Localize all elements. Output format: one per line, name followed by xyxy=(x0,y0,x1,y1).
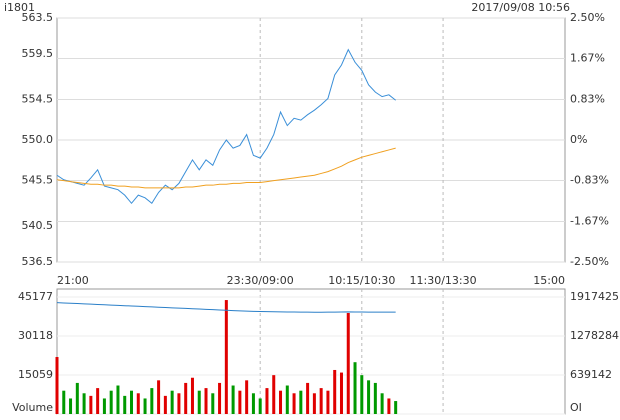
volume-bar xyxy=(285,385,289,414)
volume-bar xyxy=(123,395,127,414)
x-tick-label: 15:00 xyxy=(533,274,565,287)
price-line xyxy=(56,48,396,205)
y2-tick-label: 1.67% xyxy=(570,52,605,65)
y-tick-label: 15059 xyxy=(18,368,53,381)
volume-bar xyxy=(387,398,391,414)
y2-tick-label: 1917425 xyxy=(570,290,619,303)
y2-tick-label: 639142 xyxy=(570,368,612,381)
volume-bar xyxy=(380,393,384,414)
y-tick-label: 540.5 xyxy=(22,219,54,232)
datetime: 2017/09/08 10:56 xyxy=(471,1,570,14)
volume-bar xyxy=(251,393,255,414)
volume-bar xyxy=(292,393,296,414)
x-tick-label: 11:30/13:30 xyxy=(410,274,477,287)
volume-bar xyxy=(394,401,398,414)
volume-bar xyxy=(333,369,337,414)
volume-bar xyxy=(306,382,310,414)
y2-tick-label: -1.67% xyxy=(570,214,609,227)
y-tick-label: 559.5 xyxy=(22,47,54,60)
volume-bar xyxy=(346,312,350,414)
volume-bar xyxy=(353,362,357,414)
volume-bar xyxy=(150,388,154,414)
y2-tick-label: -0.83% xyxy=(570,174,609,187)
y-tick-label: 30118 xyxy=(18,329,53,342)
volume-bar xyxy=(130,390,134,414)
volume-bar xyxy=(82,393,86,414)
volume-bar xyxy=(102,398,106,414)
volume-bar xyxy=(197,390,201,414)
volume-bar xyxy=(360,375,364,414)
volume-bar xyxy=(265,388,269,414)
volume-bar xyxy=(279,390,283,414)
y-tick-label: 554.5 xyxy=(22,92,54,105)
volume-bar xyxy=(143,398,147,414)
y-tick-label: 536.5 xyxy=(22,255,54,268)
volume-bar xyxy=(204,388,208,414)
y-tick-label: 550.0 xyxy=(22,133,54,146)
y-tick-label: 545.5 xyxy=(22,174,54,187)
volume-bar xyxy=(116,385,120,414)
volume-bar xyxy=(89,395,93,414)
volume-bar xyxy=(312,393,316,414)
y-tick-label: 45177 xyxy=(18,290,53,303)
oi-line xyxy=(56,302,396,313)
y2-tick-label: 1278284 xyxy=(570,329,619,342)
volume-bar xyxy=(184,382,188,414)
volume-bar xyxy=(238,390,242,414)
volume-frame xyxy=(56,288,566,415)
volume-bar xyxy=(163,395,167,414)
y-tick-label: 563.5 xyxy=(22,11,54,24)
volume-bar xyxy=(272,375,276,414)
y2-tick-label: 0% xyxy=(570,133,587,146)
volume-bar xyxy=(245,380,249,414)
symbol: i1801 xyxy=(4,1,35,14)
y2-tick-label: 0.83% xyxy=(570,92,605,105)
volume-bar xyxy=(55,357,59,414)
volume-bar xyxy=(373,382,377,414)
volume-bar xyxy=(367,380,371,414)
volume-bar xyxy=(299,390,303,414)
volume-bar xyxy=(136,393,140,414)
volume-bar xyxy=(69,398,73,414)
volume-bar xyxy=(157,380,161,414)
x-tick-label: 21:00 xyxy=(57,274,89,287)
y-tick-label: Volume xyxy=(12,401,53,414)
y2-tick-label: -2.50% xyxy=(570,255,609,268)
x-tick-label: 23:30/09:00 xyxy=(227,274,294,287)
volume-bar xyxy=(211,393,215,414)
volume-bar xyxy=(75,382,79,414)
volume-bar xyxy=(190,377,194,414)
volume-bar xyxy=(319,388,323,414)
volume-bar xyxy=(224,300,228,414)
x-tick-label: 10:15/10:30 xyxy=(328,274,395,287)
volume-bar xyxy=(231,385,235,414)
y2-tick-label: OI xyxy=(570,401,582,414)
volume-bar xyxy=(326,390,330,414)
volume-bar xyxy=(62,390,66,414)
price-line xyxy=(56,147,396,189)
volume-bar xyxy=(170,390,174,414)
volume-bar xyxy=(218,382,222,414)
volume-bar xyxy=(109,390,113,414)
volume-bar xyxy=(258,398,262,414)
y2-tick-label: 2.50% xyxy=(570,11,605,24)
volume-bar xyxy=(339,372,343,414)
volume-bar xyxy=(96,388,100,414)
volume-bar xyxy=(177,393,181,414)
